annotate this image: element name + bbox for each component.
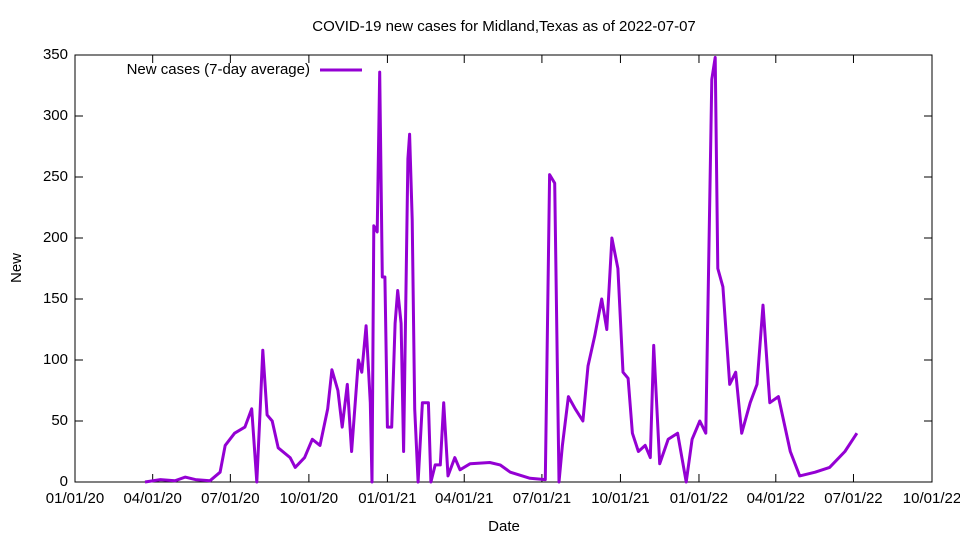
x-axis-label: Date	[488, 518, 520, 535]
x-tick-label: 07/01/21	[513, 490, 571, 507]
x-tick-label: 07/01/20	[201, 490, 259, 507]
x-tick-label: 01/01/22	[670, 490, 728, 507]
y-axis-label: New	[8, 253, 25, 283]
x-tick-label: 10/01/22	[903, 490, 960, 507]
y-tick-label: 50	[51, 412, 68, 429]
x-tick-label: 01/01/20	[46, 490, 104, 507]
y-tick-label: 100	[43, 351, 68, 368]
x-tick-label: 04/01/22	[747, 490, 805, 507]
y-tick-label: 150	[43, 290, 68, 307]
chart-title: COVID-19 new cases for Midland,Texas as …	[312, 18, 696, 35]
y-tick-label: 350	[43, 46, 68, 63]
data-line	[144, 55, 859, 484]
x-tick-label: 04/01/20	[123, 490, 181, 507]
x-tick-label: 01/01/21	[358, 490, 416, 507]
y-tick-label: 0	[60, 473, 68, 490]
x-tick-label: 10/01/20	[280, 490, 338, 507]
legend-label: New cases (7-day average)	[127, 61, 310, 78]
y-tick-label: 200	[43, 229, 68, 246]
y-tick-label: 250	[43, 168, 68, 185]
x-tick-label: 07/01/22	[824, 490, 882, 507]
plot-frame	[74, 54, 933, 483]
y-tick-label: 300	[43, 107, 68, 124]
x-tick-label: 10/01/21	[591, 490, 649, 507]
x-tick-label: 04/01/21	[435, 490, 493, 507]
